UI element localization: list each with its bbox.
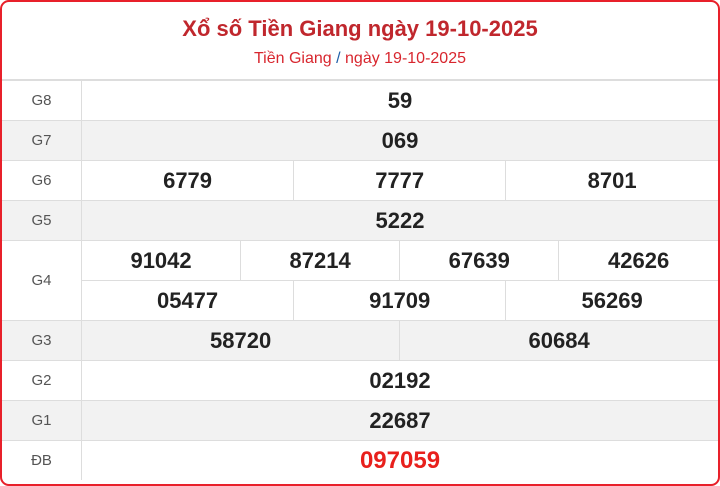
- prize-label: G7: [2, 120, 82, 161]
- prize-row-g5: G5 5222: [2, 200, 718, 241]
- prize-label: G4: [2, 240, 82, 321]
- page-title: Xổ số Tiền Giang ngày 19-10-2025: [182, 16, 538, 41]
- breadcrumb-date-link[interactable]: ngày 19-10-2025: [345, 50, 466, 67]
- prize-label: G8: [2, 80, 82, 121]
- results-header: Xổ số Tiền Giang ngày 19-10-2025 Tiền Gi…: [2, 2, 718, 80]
- prize-label: G5: [2, 200, 82, 241]
- prize-number: 59: [81, 80, 718, 121]
- prize-number: 02192: [81, 360, 718, 401]
- prize-number: 069: [81, 120, 718, 161]
- results-table: G8 59 G7 069 G6 6779 7777 8701 G5 5222 G…: [2, 80, 718, 480]
- prize-row-g4-b: 05477 91709 56269: [2, 280, 718, 321]
- prize-number: 22687: [81, 400, 718, 441]
- prize-label: G1: [2, 400, 82, 441]
- prize-row-g1: G1 22687: [2, 400, 718, 441]
- prize-number: 91042: [80, 240, 242, 281]
- prize-number: 58720: [80, 320, 401, 361]
- prize-number: 56269: [505, 280, 718, 321]
- prize-number: 7777: [293, 160, 507, 201]
- prize-number: 91709: [293, 280, 507, 321]
- prize-label: G2: [2, 360, 82, 401]
- prize-label: ĐB: [2, 440, 82, 480]
- prize-number: 60684: [399, 320, 718, 361]
- prize-row-g7: G7 069: [2, 120, 718, 161]
- prize-row-g3: G3 58720 60684: [2, 320, 718, 361]
- prize-number: 8701: [505, 160, 718, 201]
- prize-row-g8: G8 59: [2, 80, 718, 121]
- prize-row-g2: G2 02192: [2, 360, 718, 401]
- prize-label: G3: [2, 320, 82, 361]
- prize-number: 6779: [80, 160, 295, 201]
- prize-row-g4: G4 91042 87214 67639 42626: [2, 240, 718, 321]
- breadcrumb: Tiền Giang / ngày 19-10-2025: [2, 50, 718, 68]
- special-prize-number: 097059: [81, 440, 718, 480]
- prize-number: 05477: [80, 280, 295, 321]
- breadcrumb-separator: /: [336, 50, 341, 67]
- prize-number: 87214: [240, 240, 401, 281]
- prize-row-special: ĐB 097059: [2, 440, 718, 480]
- prize-row-g6: G6 6779 7777 8701: [2, 160, 718, 201]
- prize-number: 67639: [399, 240, 560, 281]
- prize-number: 42626: [558, 240, 718, 281]
- prize-number: 5222: [81, 200, 718, 241]
- prize-label: G6: [2, 160, 82, 201]
- breadcrumb-province-link[interactable]: Tiền Giang: [253, 50, 332, 67]
